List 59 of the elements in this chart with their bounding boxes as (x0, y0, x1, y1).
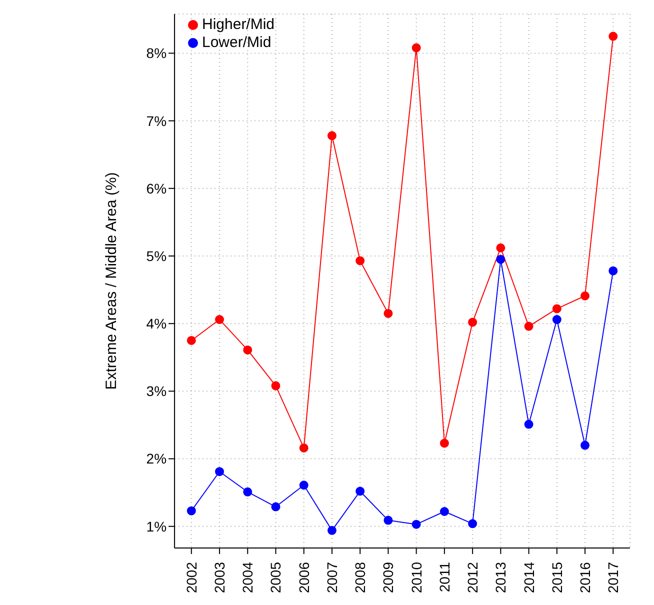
x-tick-label: 2016 (577, 562, 594, 594)
point (580, 291, 590, 300)
x-tick-label: 2010 (408, 562, 424, 594)
point (186, 336, 196, 345)
point (552, 304, 562, 314)
point (327, 526, 336, 535)
y-tick-label: 6% (146, 180, 167, 196)
point (524, 420, 534, 429)
x-tick-label: 2004 (240, 562, 256, 594)
point (412, 520, 421, 529)
point (440, 438, 449, 448)
point (440, 507, 449, 516)
x-tick-label: 2009 (380, 562, 396, 594)
x-tick-label: 2013 (492, 562, 509, 594)
point (468, 519, 478, 528)
point (384, 308, 393, 318)
point (412, 43, 421, 52)
point (468, 318, 478, 327)
point (327, 131, 336, 140)
y-tick-label: 1% (146, 518, 167, 534)
point (299, 480, 308, 490)
point (186, 506, 196, 516)
x-tick-label: 2017 (605, 562, 622, 594)
x-tick-label: 2008 (352, 562, 368, 594)
point (271, 381, 280, 390)
legend-label: Lower/Mid (202, 34, 272, 51)
point (552, 315, 562, 324)
y-tick-label: 4% (146, 316, 167, 332)
point (608, 266, 618, 276)
point (524, 322, 534, 331)
point (271, 502, 280, 512)
point (215, 315, 224, 324)
y-tick-label: 2% (146, 450, 167, 467)
y-tick-label: 7% (146, 112, 167, 129)
x-tick-label: 2012 (464, 562, 481, 594)
point (580, 440, 590, 450)
point (299, 443, 308, 452)
point (243, 487, 252, 496)
point (384, 516, 393, 525)
x-tick-label: 2006 (296, 562, 312, 594)
point (496, 254, 506, 264)
x-tick-label: 2003 (212, 562, 228, 594)
point (496, 243, 506, 252)
point (608, 32, 618, 41)
y-tick-label: 8% (146, 45, 167, 62)
legend-label: Higher/Mid (202, 16, 275, 33)
x-tick-label: 2014 (520, 562, 537, 594)
x-tick-label: 2005 (268, 562, 284, 594)
y-tick-label: 3% (146, 383, 167, 400)
point (356, 486, 365, 496)
x-tick-label: 2002 (183, 562, 200, 594)
x-tick-label: 2015 (548, 562, 565, 594)
point (215, 467, 224, 476)
y-axis-title: Extreme Areas / Middle Area (%) (102, 172, 120, 390)
x-tick-label: 2011 (436, 562, 452, 592)
x-tick-label: 2007 (324, 562, 340, 594)
point (356, 256, 365, 266)
point (243, 345, 252, 354)
y-tick-label: 5% (146, 248, 167, 264)
